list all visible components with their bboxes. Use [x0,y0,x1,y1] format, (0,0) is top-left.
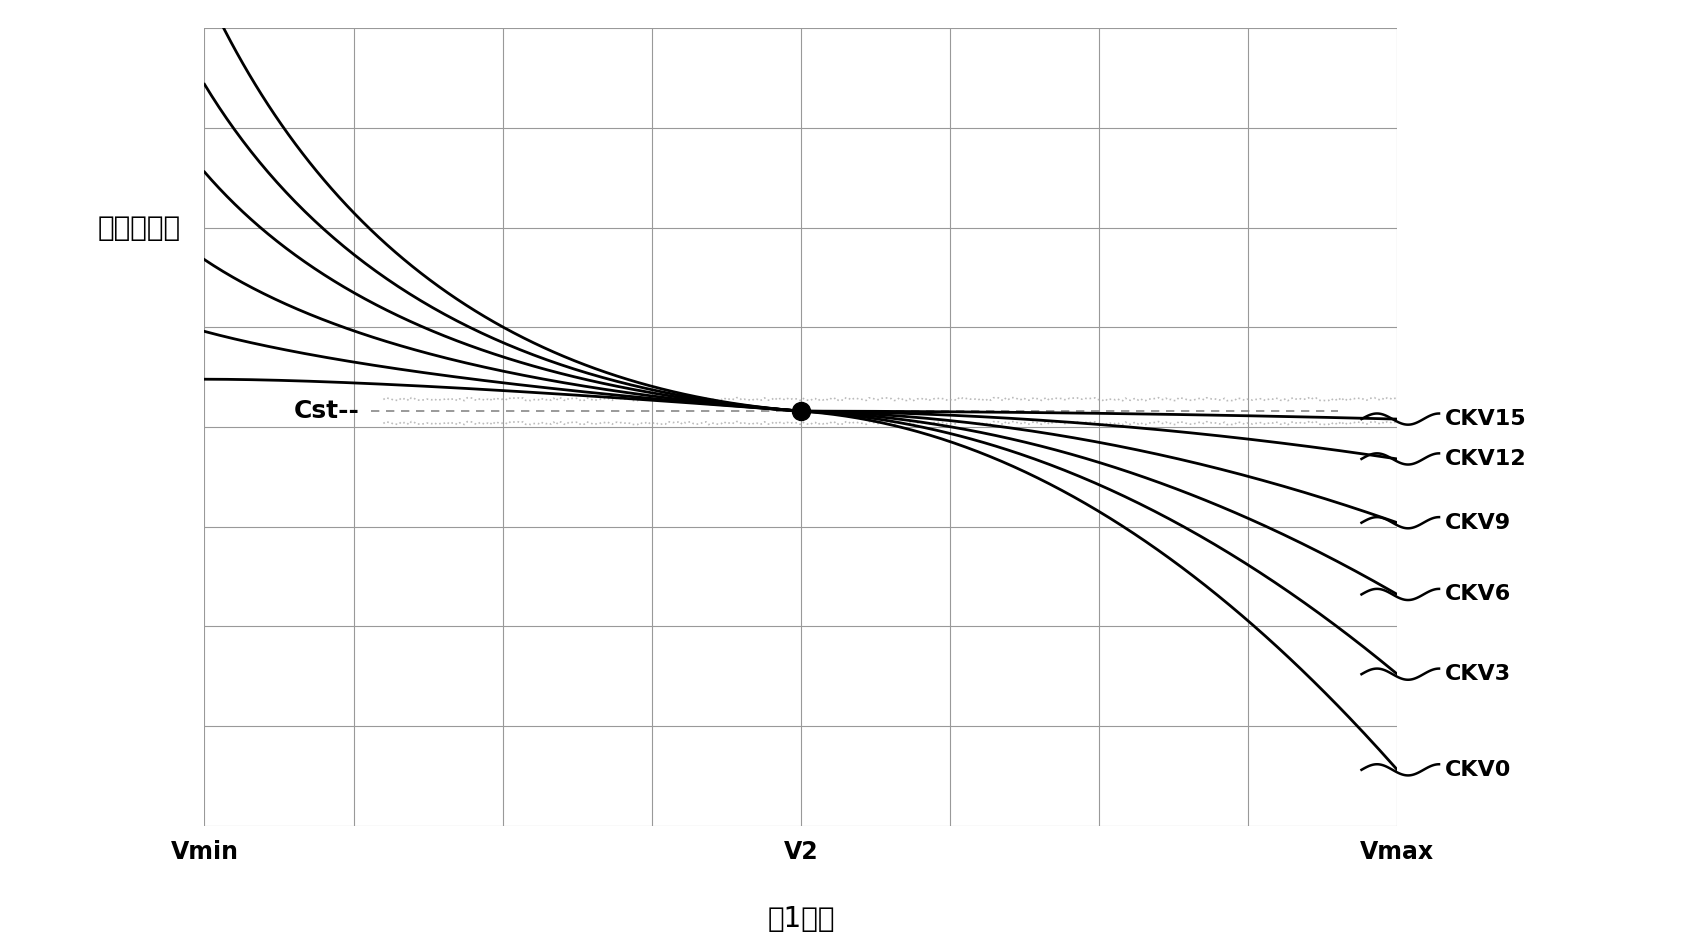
Text: CKV0: CKV0 [1445,760,1511,780]
Text: 合成电容值: 合成电容值 [97,214,181,242]
Text: 第1电压: 第1电压 [767,905,835,934]
Text: CKV9: CKV9 [1445,512,1511,532]
Text: CKV12: CKV12 [1445,449,1527,469]
Text: CKV3: CKV3 [1445,664,1511,684]
Text: CKV6: CKV6 [1445,585,1511,605]
Text: Cst--: Cst-- [293,400,360,423]
Text: CKV15: CKV15 [1445,409,1527,429]
